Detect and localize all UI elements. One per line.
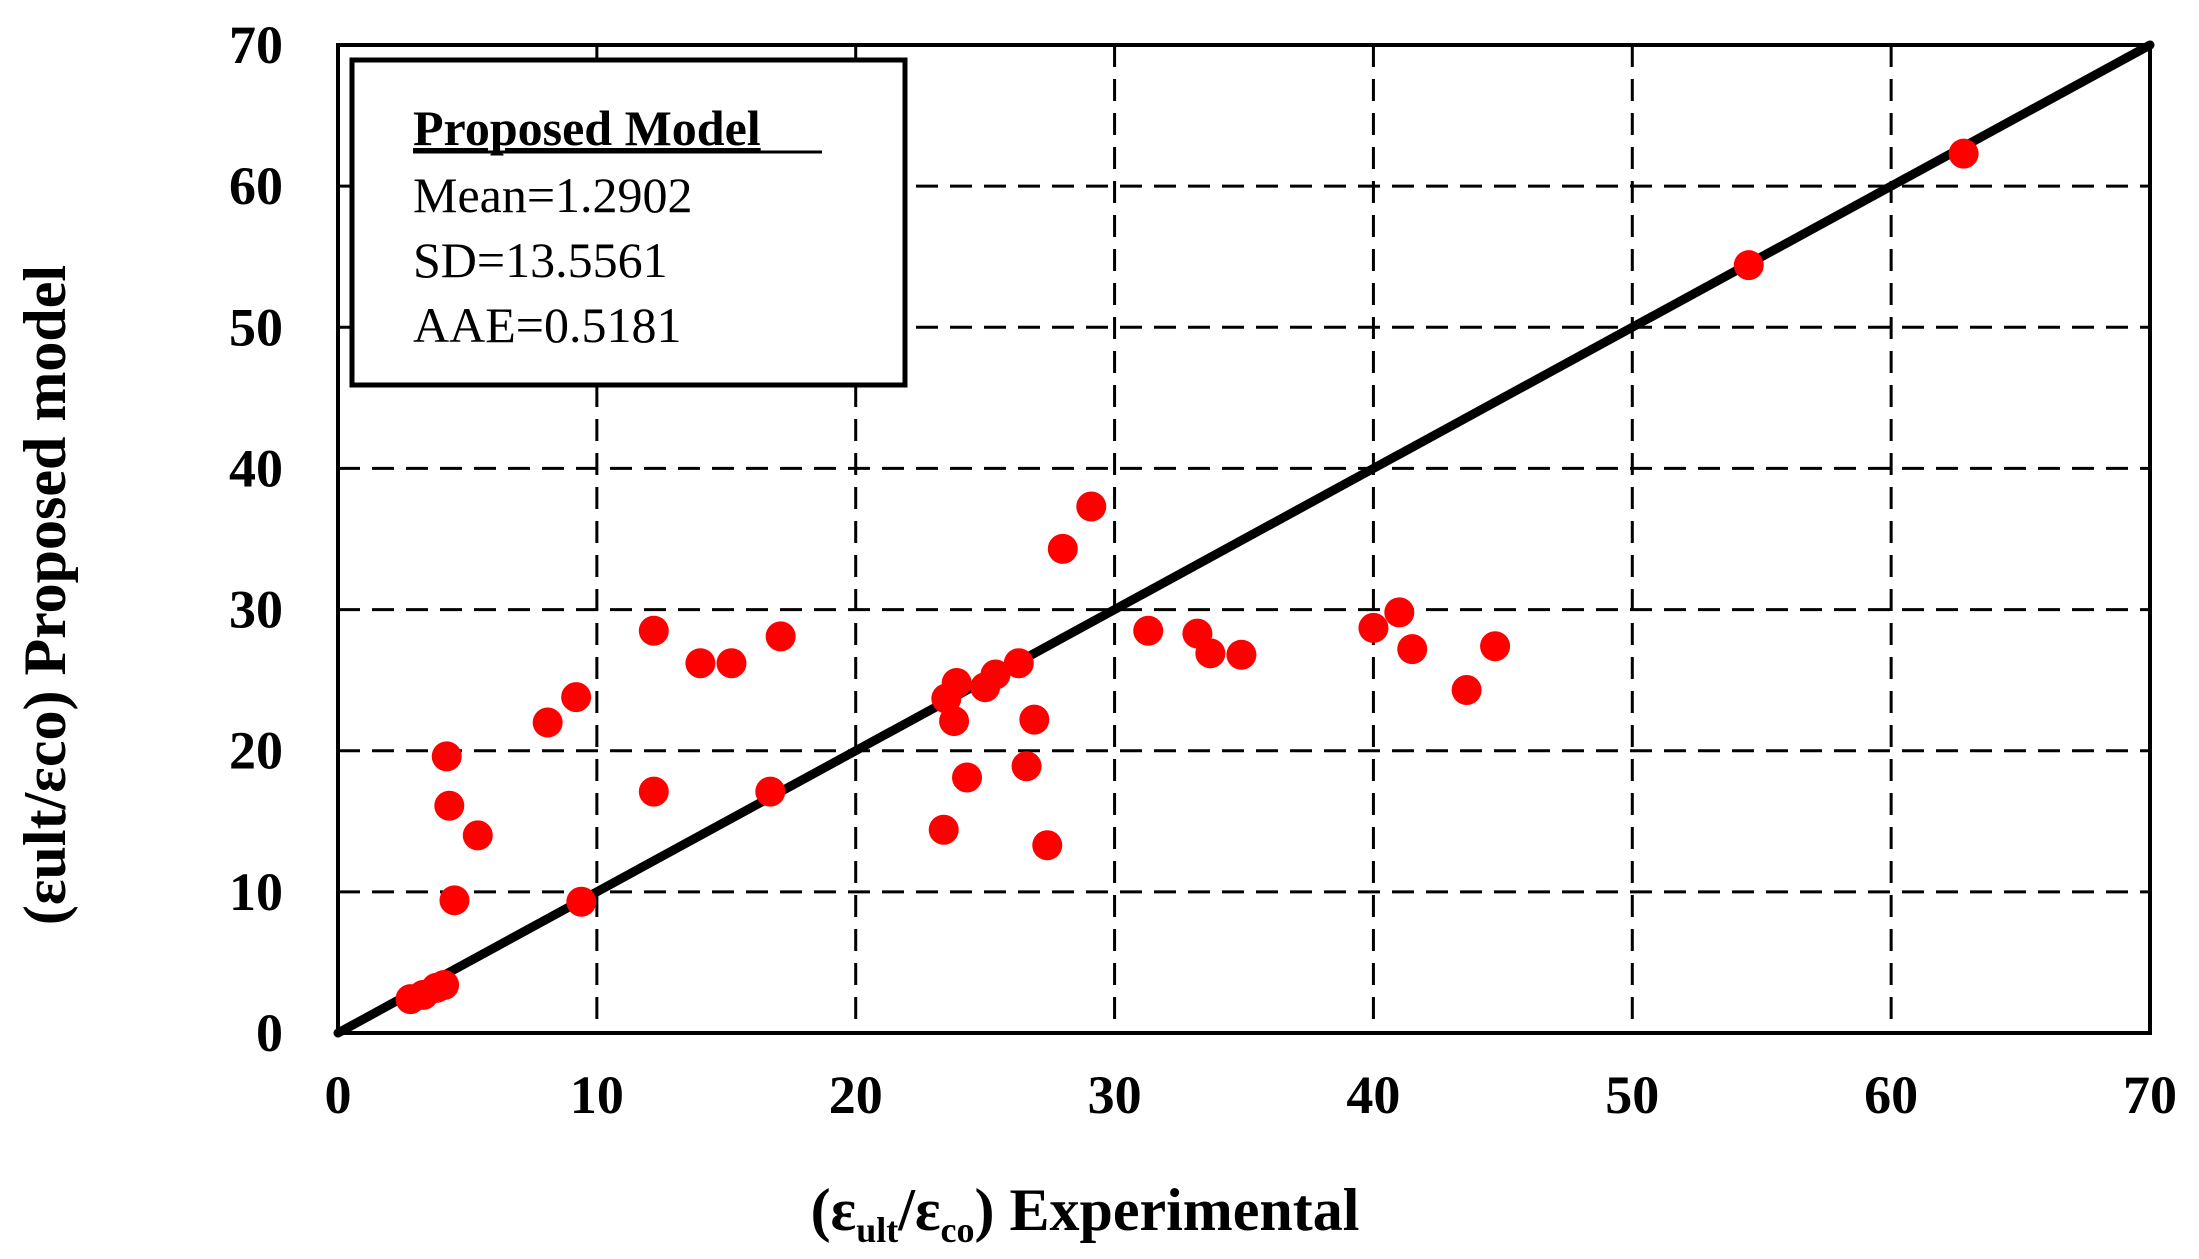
data-point — [1226, 639, 1257, 670]
data-point — [439, 885, 470, 916]
data-points — [395, 138, 1979, 1015]
data-point — [1733, 250, 1764, 281]
x-tick-label: 70 — [2123, 1065, 2177, 1125]
data-point — [1003, 648, 1034, 679]
data-point — [685, 648, 716, 679]
stats-mean: Mean=1.2902 — [413, 167, 693, 223]
x-axis-tick-labels: 0 10 20 30 40 50 60 70 — [325, 1065, 2178, 1125]
x-tick-label: 60 — [1864, 1065, 1918, 1125]
stats-aae: AAE=0.5181 — [413, 297, 681, 353]
data-point — [1133, 615, 1164, 646]
data-point — [1195, 638, 1226, 669]
data-point — [939, 706, 970, 737]
data-point — [1011, 751, 1042, 782]
data-point — [561, 682, 592, 713]
data-point — [941, 667, 972, 698]
data-point — [1047, 533, 1078, 564]
data-point — [1358, 612, 1389, 643]
data-point — [980, 659, 1011, 690]
x-tick-label: 0 — [325, 1065, 352, 1125]
data-point — [1076, 491, 1107, 522]
data-point — [716, 648, 747, 679]
y-tick-label: 10 — [229, 862, 283, 922]
x-tick-label: 30 — [1088, 1065, 1142, 1125]
data-point — [755, 776, 786, 807]
data-point — [1451, 675, 1482, 706]
grid — [338, 45, 2150, 1033]
data-point — [429, 970, 460, 1001]
stats-box-title: Proposed Model — [413, 100, 761, 156]
data-point — [1384, 597, 1415, 628]
y-tick-label: 0 — [256, 1003, 283, 1063]
stats-box: Proposed Model Mean=1.2902 SD=13.5561 AA… — [349, 57, 908, 388]
y-axis-title: (εult/εco) Proposed model — [12, 265, 78, 925]
data-point — [462, 820, 493, 851]
data-point — [532, 707, 563, 738]
data-point — [638, 615, 669, 646]
data-point — [638, 776, 669, 807]
y-tick-label: 50 — [229, 297, 283, 357]
plot-area-border — [336, 43, 2152, 1035]
y-tick-label: 70 — [229, 15, 283, 75]
x-axis-title: (εult/εco) Experimental — [811, 1177, 1360, 1250]
y-axis-tick-labels: 0 10 20 30 40 50 60 70 — [229, 15, 283, 1063]
x-tick-label: 20 — [829, 1065, 883, 1125]
x-tick-label: 50 — [1605, 1065, 1659, 1125]
data-point — [1397, 634, 1428, 665]
data-point — [566, 886, 597, 917]
data-point — [765, 621, 796, 652]
reference-line-y-equals-x — [333, 40, 2155, 1038]
data-point — [928, 814, 959, 845]
data-point — [1480, 631, 1511, 662]
x-tick-label: 10 — [570, 1065, 624, 1125]
y-tick-label: 60 — [229, 156, 283, 216]
data-point — [431, 741, 462, 772]
data-point — [1032, 830, 1063, 861]
data-point — [434, 790, 465, 821]
data-point — [1948, 138, 1979, 169]
y-tick-label: 30 — [229, 580, 283, 640]
data-point — [952, 762, 983, 793]
stats-box-border — [349, 57, 908, 388]
y-tick-label: 20 — [229, 721, 283, 781]
data-point — [1019, 704, 1050, 735]
x-tick-label: 40 — [1346, 1065, 1400, 1125]
y-tick-label: 40 — [229, 438, 283, 498]
stats-sd: SD=13.5561 — [413, 232, 668, 288]
